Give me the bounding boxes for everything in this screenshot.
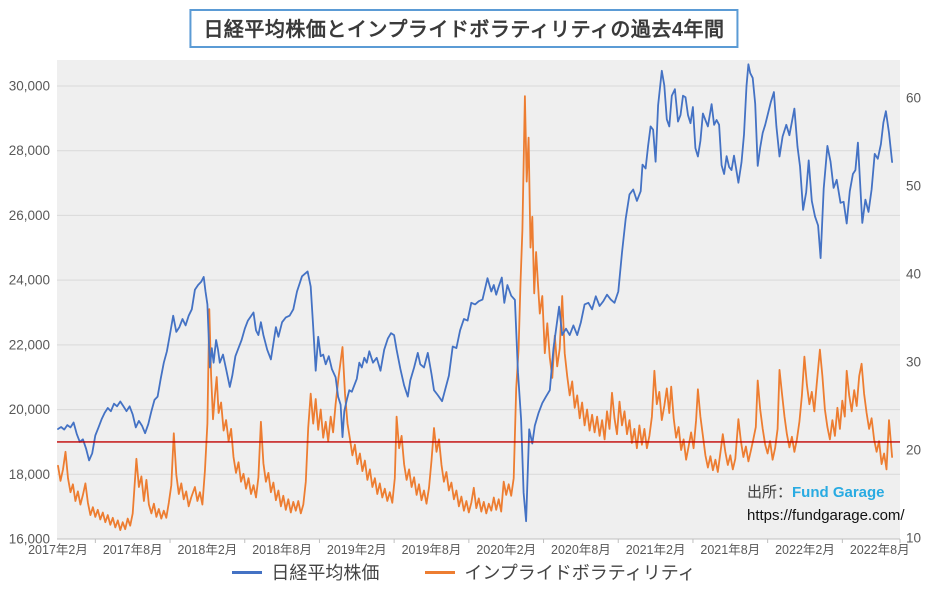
chart-title-box: 日経平均株価とインプライドボラティリティの過去4年間: [189, 9, 739, 48]
legend-label-nikkei: 日経平均株価: [271, 563, 380, 583]
source-line: 出所：Fund Garage: [747, 481, 905, 504]
x-axis-label: 2021年8月: [700, 543, 760, 557]
x-axis-label: 2020年8月: [551, 543, 611, 557]
x-axis-label: 2022年8月: [850, 543, 910, 557]
x-axis-label: 2017年2月: [28, 543, 88, 557]
source-block: 出所：Fund Garage https://fundgarage.com/: [747, 481, 905, 528]
x-axis-label: 2021年2月: [626, 543, 686, 557]
right-axis-label: 20: [906, 443, 921, 458]
plot-area: [57, 60, 900, 539]
left-axis-label: 18,000: [9, 467, 50, 482]
legend-item-nikkei: 日経平均株価: [232, 559, 379, 585]
left-axis-label: 24,000: [9, 273, 50, 288]
chart-legend: 日経平均株価 インプライドボラティリティ: [0, 559, 928, 585]
x-axis-label: 2020年2月: [476, 543, 536, 557]
x-axis-label: 2022年2月: [775, 543, 835, 557]
x-axis-label: 2019年2月: [327, 543, 387, 557]
left-axis-label: 28,000: [9, 143, 50, 158]
chart-title: 日経平均株価とインプライドボラティリティの過去4年間: [203, 19, 725, 41]
x-axis-label: 2018年8月: [252, 543, 312, 557]
left-axis-label: 30,000: [9, 79, 50, 94]
x-axis-label: 2017年8月: [103, 543, 163, 557]
x-axis-label: 2018年2月: [178, 543, 238, 557]
x-axis-label: 2019年8月: [402, 543, 462, 557]
source-brand: Fund Garage: [792, 484, 885, 501]
right-axis-label: 40: [906, 267, 921, 282]
implied-volatility-line: [57, 95, 893, 531]
iv-line-swatch: [425, 570, 456, 574]
nikkei-line: [57, 63, 893, 523]
legend-item-iv: インプライドボラティリティ: [425, 559, 696, 585]
left-axis-label: 26,000: [9, 208, 50, 223]
left-axis-label: 22,000: [9, 337, 50, 352]
nikkei-line-swatch: [232, 570, 263, 574]
right-axis-label: 30: [906, 355, 921, 370]
legend-label-iv: インプライドボラティリティ: [464, 563, 696, 583]
right-axis-label: 50: [906, 179, 921, 194]
source-url: https://fundgarage.com/: [747, 507, 905, 525]
left-axis-label: 16,000: [9, 531, 50, 546]
source-prefix: 出所：: [747, 484, 793, 501]
right-axis-label: 60: [906, 91, 921, 106]
left-axis-label: 20,000: [9, 402, 50, 417]
right-axis-label: 10: [906, 531, 921, 546]
